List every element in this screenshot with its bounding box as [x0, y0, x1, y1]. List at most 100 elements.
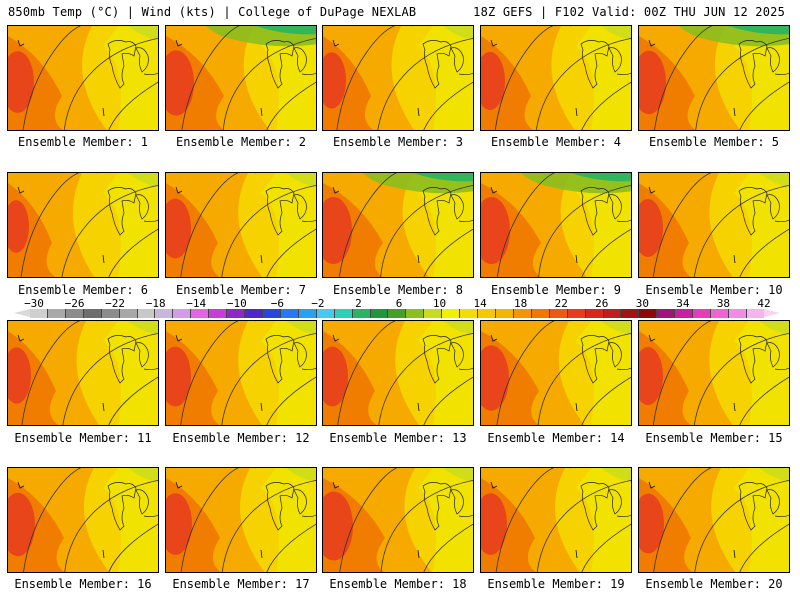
colorbar-tick: 38 — [716, 297, 731, 310]
colorbar-swatch — [298, 309, 317, 318]
ensemble-member-map — [165, 320, 317, 426]
colorbar-swatch — [406, 309, 425, 318]
colorbar-swatch — [675, 309, 694, 318]
colorbar-swatch — [227, 309, 246, 318]
temperature-field-map — [481, 321, 631, 425]
temperature-field-map — [323, 26, 473, 130]
colorbar-tick-labels: −30 −26 −22 −18 −14 −10 −6 −2 2 6 10 14 18 22 26 30 34 38… — [0, 297, 800, 310]
ensemble-member-label: Ensemble Member: 2 — [175, 135, 307, 149]
ensemble-member-map — [322, 467, 474, 573]
colorbar-tick: 18 — [514, 297, 528, 310]
ensemble-member-label: Ensemble Member: 1 — [17, 135, 149, 149]
ensemble-member-label: Ensemble Member: 13 — [329, 431, 467, 445]
colorbar-tick: −14 — [186, 297, 207, 310]
colorbar-tick: 30 — [635, 297, 649, 310]
ensemble-member-label: Ensemble Member: 15 — [645, 431, 783, 445]
ensemble-member-label: Ensemble Member: 6 — [17, 283, 149, 297]
colorbar-swatch — [728, 309, 747, 318]
colorbar-swatch — [155, 309, 174, 318]
ensemble-member-map — [165, 467, 317, 573]
colorbar-swatch — [191, 309, 210, 318]
ensemble-member-label: Ensemble Member: 7 — [175, 283, 307, 297]
colorbar-swatch — [621, 309, 640, 318]
colorbar-swatch — [119, 309, 138, 318]
temperature-field-map — [8, 26, 158, 130]
colorbar-swatch — [478, 309, 496, 318]
colorbar-swatch — [460, 309, 479, 318]
ensemble-member-label: Ensemble Member: 19 — [487, 577, 625, 591]
ensemble-member-label: Ensemble Member: 5 — [648, 135, 780, 149]
ensemble-member-map — [165, 25, 317, 131]
temperature-field-map — [166, 173, 316, 277]
ensemble-member-map — [322, 320, 474, 426]
colorbar-tick: −26 — [64, 297, 85, 310]
colorbar-swatch — [639, 309, 658, 318]
colorbar-swatch — [137, 309, 156, 318]
colorbar-swatch — [442, 309, 461, 318]
ensemble-member-label: Ensemble Member: 18 — [329, 577, 467, 591]
ensemble-member-label: Ensemble Member: 17 — [172, 577, 310, 591]
colorbar-swatch — [316, 309, 335, 318]
colorbar-tick: −6 — [270, 297, 284, 310]
colorbar-swatch — [334, 309, 353, 318]
colorbar-swatch — [549, 309, 568, 318]
ensemble-member-label: Ensemble Member: 9 — [490, 283, 622, 297]
temperature-field-map — [8, 468, 158, 572]
temperature-field-map — [323, 468, 473, 572]
temperature-field-map — [8, 173, 158, 277]
ensemble-member-map — [7, 172, 159, 278]
ensemble-member-map — [480, 25, 632, 131]
colorbar-tick: 2 — [355, 297, 362, 310]
colorbar-swatch — [209, 309, 228, 318]
colorbar-tick: −22 — [105, 297, 126, 310]
colorbar-swatch — [47, 309, 66, 318]
colorbar-swatch — [65, 309, 84, 318]
temperature-field-map — [639, 321, 789, 425]
colorbar-tick: 22 — [554, 297, 568, 310]
colorbar-tick: −10 — [226, 297, 247, 310]
colorbar — [30, 309, 764, 318]
temperature-field-map — [166, 468, 316, 572]
colorbar-tick: −18 — [145, 297, 166, 310]
temperature-field-map — [166, 321, 316, 425]
colorbar-swatch — [424, 309, 443, 318]
temperature-field-map — [323, 321, 473, 425]
ensemble-member-map — [7, 320, 159, 426]
colorbar-tick: −2 — [311, 297, 325, 310]
temperature-field-map — [639, 468, 789, 572]
colorbar-tick: 42 — [757, 297, 771, 310]
colorbar-tick: 34 — [676, 297, 690, 310]
ensemble-member-map — [480, 467, 632, 573]
ensemble-member-label: Ensemble Member: 3 — [332, 135, 464, 149]
ensemble-member-map — [638, 172, 790, 278]
colorbar-swatch — [585, 309, 604, 318]
colorbar-swatch — [388, 309, 407, 318]
ensemble-member-label: Ensemble Member: 20 — [645, 577, 783, 591]
colorbar-tick: 14 — [473, 297, 487, 310]
ensemble-member-map — [638, 25, 790, 131]
ensemble-member-map — [480, 172, 632, 278]
header-valid-time: 18Z GEFS | F102 Valid: 00Z THU JUN 12 20… — [473, 5, 785, 19]
colorbar-swatch — [262, 309, 281, 318]
colorbar-swatch — [567, 309, 586, 318]
ensemble-member-label: Ensemble Member: 11 — [14, 431, 152, 445]
ensemble-member-map — [7, 25, 159, 131]
colorbar-swatch — [352, 309, 371, 318]
colorbar-swatch — [280, 309, 299, 318]
colorbar-right-arrow — [764, 309, 780, 317]
ensemble-member-map — [638, 467, 790, 573]
colorbar-swatch — [531, 309, 550, 318]
colorbar-swatch — [711, 309, 729, 318]
temperature-field-map — [639, 26, 789, 130]
colorbar-swatch — [513, 309, 532, 318]
colorbar-tick: 10 — [432, 297, 447, 310]
ensemble-member-map — [322, 25, 474, 131]
ensemble-member-label: Ensemble Member: 10 — [645, 283, 783, 297]
temperature-field-map — [481, 173, 631, 277]
ensemble-member-label: Ensemble Member: 16 — [14, 577, 152, 591]
ensemble-member-label: Ensemble Member: 12 — [172, 431, 310, 445]
colorbar-swatch — [245, 309, 263, 318]
colorbar-swatch — [83, 309, 102, 318]
temperature-field-map — [639, 173, 789, 277]
ensemble-member-map — [480, 320, 632, 426]
